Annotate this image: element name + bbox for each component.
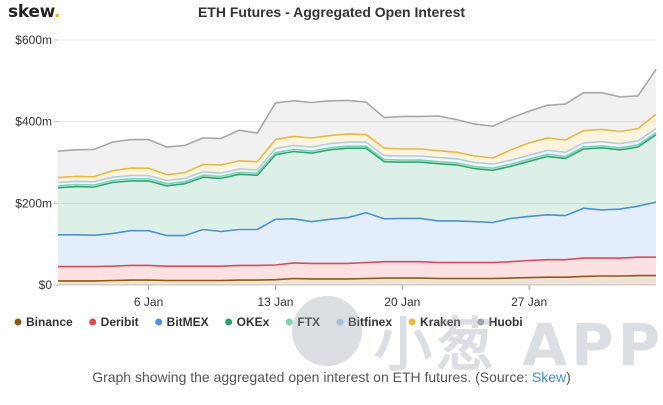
- line-kraken: [57, 113, 657, 179]
- x-tick-label: 20 Jan: [384, 295, 420, 309]
- legend-item-bitfinex: Bitfinex: [336, 315, 392, 329]
- legend-label-binance: Binance: [26, 315, 73, 329]
- legend-label-bitfinex: Bitfinex: [348, 315, 392, 329]
- legend-swatch-kraken: [408, 318, 416, 326]
- legend-label-deribit: Deribit: [101, 315, 139, 329]
- y-tick-label: $600m: [15, 33, 52, 47]
- caption: Graph showing the aggregated open intere…: [92, 369, 571, 385]
- legend-item-kraken: Kraken: [408, 315, 461, 329]
- chart-area: $0 $200m $400m $600m 6 Jan 13 Jan 20 Jan 27 Ja…: [14, 33, 657, 329]
- legend-label-kraken: Kraken: [420, 315, 461, 329]
- area-bitfinex: [58, 128, 656, 186]
- grid-lines: [58, 39, 656, 286]
- area-deribit: [58, 257, 656, 281]
- legend-label-huobi: Huobi: [489, 315, 523, 329]
- line-bitfinex: [57, 127, 657, 184]
- line-bitmex: [58, 201, 657, 237]
- area-bitmex: [58, 202, 656, 267]
- area-kraken: [58, 114, 656, 183]
- stacked-areas: [57, 68, 657, 285]
- legend-swatch-binance: [14, 318, 22, 326]
- y-tick-label: $400m: [15, 115, 52, 129]
- legend-item-ftx: FTX: [285, 315, 320, 329]
- line-huobi: [57, 68, 657, 152]
- x-tick-label: 6 Jan: [134, 295, 163, 309]
- brand-logo: skew.: [8, 2, 61, 22]
- legend-swatch-bitmex: [155, 318, 163, 326]
- legend: Binance Deribit BitMEX OKEx FTX Bitfinex Krake…: [14, 315, 523, 329]
- x-tick-label: 27 Jan: [511, 295, 547, 309]
- y-tick-label: $0: [39, 278, 53, 292]
- legend-swatch-okex: [225, 318, 233, 326]
- legend-item-okex: OKEx: [225, 315, 270, 329]
- area-huobi: [58, 69, 656, 178]
- source-link[interactable]: Skew: [531, 369, 567, 385]
- chart-title: ETH Futures - Aggregated Open Interest: [197, 4, 466, 20]
- y-axis-ticks: $0 $200m $400m $600m: [15, 33, 58, 292]
- line-okex: [57, 134, 657, 189]
- legend-label-okex: OKEx: [237, 315, 270, 329]
- line-ftx: [57, 132, 657, 187]
- x-tick-label: 13 Jan: [257, 295, 293, 309]
- legend-label-bitmex: BitMEX: [167, 315, 209, 329]
- legend-label-ftx: FTX: [297, 315, 320, 329]
- line-deribit: [58, 256, 656, 268]
- legend-swatch-huobi: [477, 318, 485, 326]
- legend-item-deribit: Deribit: [89, 315, 139, 329]
- legend-swatch-deribit: [89, 318, 97, 326]
- legend-item-bitmex: BitMEX: [155, 315, 209, 329]
- legend-swatch-bitfinex: [336, 318, 344, 326]
- area-binance: [58, 275, 656, 285]
- area-okex: [58, 134, 656, 236]
- legend-swatch-ftx: [285, 318, 293, 326]
- legend-item-huobi: Huobi: [477, 315, 523, 329]
- x-axis-ticks: 6 Jan 13 Jan 20 Jan 27 Jan: [134, 285, 547, 309]
- y-tick-label: $200m: [15, 196, 52, 210]
- legend-item-binance: Binance: [14, 315, 73, 329]
- line-binance: [58, 274, 656, 282]
